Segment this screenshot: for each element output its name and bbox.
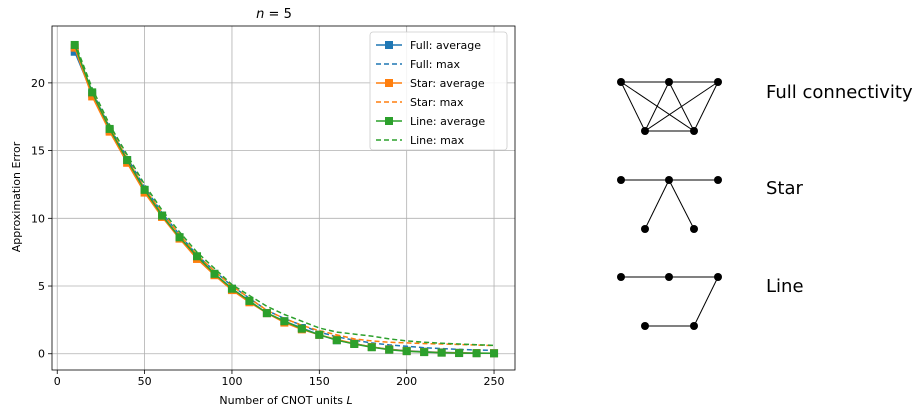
data-point	[367, 343, 376, 352]
legend-marker	[385, 79, 393, 87]
data-point	[175, 233, 184, 242]
x-tick-label: 250	[484, 375, 505, 388]
data-point	[280, 317, 289, 326]
chart-title-var: n	[256, 7, 264, 22]
legend-label: Full: average	[410, 39, 481, 52]
data-point	[455, 349, 464, 358]
x-tick-label: 200	[396, 375, 417, 388]
series-line-average	[70, 40, 499, 358]
data-point	[70, 47, 79, 56]
line-graph: Line	[617, 273, 804, 330]
graph-label-full: Full connectivity	[766, 82, 913, 103]
x-tick-label: 50	[138, 375, 152, 388]
data-point	[350, 339, 359, 348]
y-tick-label: 0	[38, 348, 45, 361]
graph-edges	[621, 179, 718, 230]
data-point	[262, 309, 271, 318]
graph-node	[714, 273, 722, 281]
graph-node	[641, 225, 649, 233]
data-point	[245, 296, 254, 305]
data-point	[385, 345, 394, 354]
legend-label: Line: average	[410, 115, 485, 128]
graph-node	[690, 127, 698, 135]
chart-title: n = 5	[256, 7, 292, 22]
series-line	[73, 42, 495, 347]
series-layer	[70, 40, 499, 358]
y-tick-label: 10	[31, 212, 45, 225]
graph-edge	[644, 179, 670, 230]
data-point	[210, 269, 219, 278]
data-point	[70, 40, 79, 49]
graph-edges	[621, 276, 719, 327]
x-tick-label: 0	[54, 375, 61, 388]
x-axis-label-var: L	[346, 394, 352, 407]
legend-items: Full: average Full: max Star: average Star:…	[376, 39, 485, 147]
data-point	[88, 92, 97, 101]
y-tick-label: 20	[31, 77, 45, 90]
graph-edge	[620, 81, 646, 132]
legend: Full: average Full: max Star: average Star:…	[369, 31, 508, 151]
data-point	[402, 347, 411, 356]
ticks: 0 50 100 150 200 250 0 5 10 15 20	[31, 77, 505, 388]
y-tick-label: 15	[31, 145, 45, 158]
graph-node	[690, 322, 698, 330]
legend-label: Star: max	[410, 96, 464, 109]
legend-frame	[369, 31, 508, 151]
graph-edge	[668, 179, 695, 230]
graph-node	[714, 78, 722, 86]
graph-node	[665, 273, 673, 281]
graph-node	[617, 176, 625, 184]
data-point	[158, 211, 167, 220]
data-point	[88, 88, 97, 97]
graph-node	[665, 78, 673, 86]
graph-node	[714, 176, 722, 184]
data-point	[437, 348, 446, 357]
star-graph: Star	[617, 176, 804, 233]
full-connectivity-graph: Full connectivity	[617, 78, 913, 135]
y-axis-label: Approximation Error	[10, 141, 23, 252]
data-point	[472, 349, 481, 358]
x-axis-label-text: Number of CNOT units	[219, 394, 346, 407]
x-axis-label: Number of CNOT units L	[219, 394, 352, 407]
graph-node	[617, 273, 625, 281]
chart-title-rest: = 5	[264, 7, 291, 22]
x-tick-label: 100	[221, 375, 242, 388]
legend-label: Star: average	[410, 77, 485, 90]
legend-label: Line: max	[410, 134, 465, 147]
x-tick-label: 150	[309, 375, 330, 388]
graph-edge	[693, 276, 719, 327]
graph-nodes	[617, 78, 722, 135]
graph-nodes	[617, 176, 722, 233]
data-point	[420, 348, 429, 357]
data-point	[140, 185, 149, 194]
graph-nodes	[617, 273, 722, 330]
data-point	[105, 124, 114, 133]
axes-frame	[51, 25, 516, 371]
data-point	[123, 156, 132, 165]
data-point	[193, 252, 202, 261]
graph-node	[641, 322, 649, 330]
legend-marker	[385, 41, 393, 49]
graph-label-line: Line	[766, 276, 804, 297]
graph-node	[641, 127, 649, 135]
data-point	[297, 324, 306, 333]
graph-edges	[620, 81, 719, 132]
data-point	[332, 336, 341, 345]
legend-label: Full: max	[410, 58, 460, 71]
data-point	[490, 349, 499, 358]
legend-marker	[385, 117, 393, 125]
data-point	[227, 284, 236, 293]
data-point	[315, 330, 324, 339]
graph-node	[617, 78, 625, 86]
y-tick-label: 5	[38, 280, 45, 293]
graph-node	[690, 225, 698, 233]
series-line-max	[73, 42, 495, 347]
graph-edge	[644, 81, 670, 132]
graph-edge	[644, 81, 719, 132]
graph-label-star: Star	[766, 178, 804, 199]
graph-edge	[693, 81, 719, 132]
graph-node	[665, 176, 673, 184]
